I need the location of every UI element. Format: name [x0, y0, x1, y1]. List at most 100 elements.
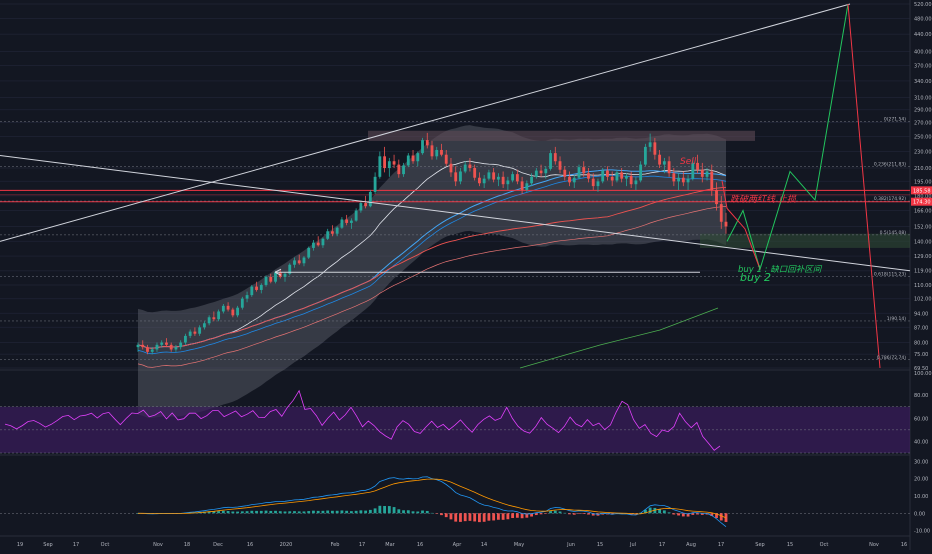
time-axis[interactable]: 19 Sep 17 Oct Nov 18 Dec 16 2020 Feb 17 Mar 16 Apr 14 M… [17, 542, 907, 548]
candle-body [520, 181, 524, 190]
candle-body [492, 172, 496, 180]
fib-label: 0(271.54) [884, 117, 906, 123]
macd-histogram-bar [316, 510, 320, 514]
macd-histogram-bar [544, 513, 548, 514]
candlestick-series [136, 132, 728, 355]
candle-body [534, 170, 538, 177]
macd-histogram-bar [269, 510, 273, 514]
macd-histogram-bar [302, 511, 306, 514]
fib-label: 0.382(174.92) [874, 196, 906, 202]
time-tick-label: 14 [481, 542, 487, 548]
fib-label: 0.236(211.83) [874, 161, 906, 167]
price-tick-label: 195.00 [914, 179, 932, 185]
candle-body [639, 164, 643, 181]
price-tick-label: 110.00 [914, 283, 932, 289]
candle-body [335, 227, 339, 234]
candle-body [577, 167, 581, 178]
chart-annotation: buy 2 [740, 271, 771, 284]
candle-body [715, 189, 718, 205]
macd-pane: 30.00 20.00 10.00 0.00 -10.00 [0, 459, 930, 535]
macd-histogram-bar [217, 511, 221, 514]
rsi-pane: 100.00 80.00 60.00 40.00 [0, 371, 932, 454]
ma-line [137, 186, 727, 349]
candle-body [558, 161, 562, 170]
candle-body [696, 162, 699, 170]
price-tick-label: 290.00 [914, 108, 932, 114]
candle-body [198, 327, 202, 334]
candle-body [373, 176, 377, 192]
candle-body [226, 305, 230, 310]
macd-histogram-bar [506, 513, 510, 520]
macd-histogram-bar [240, 511, 244, 514]
macd-histogram-bar [326, 510, 330, 514]
gap-zone [700, 233, 910, 248]
macd-histogram-bar [681, 513, 685, 517]
ma-200-line [519, 307, 719, 369]
candle-body [625, 175, 628, 179]
candle-body [250, 286, 254, 296]
price-tick-label: 270.00 [914, 121, 932, 127]
candle-body [549, 153, 552, 169]
candle-body [169, 344, 173, 350]
macd-histogram-bar [250, 510, 254, 514]
candle-body [601, 170, 605, 182]
time-tick-label: Mar [385, 542, 395, 548]
candle-body [606, 170, 609, 177]
candle-body [686, 178, 690, 183]
candle-body [425, 140, 429, 146]
candle-body [677, 177, 680, 182]
time-tick-label: Nov [869, 542, 879, 548]
macd-histogram-bar [364, 510, 368, 514]
candle-body [468, 164, 472, 168]
candle-body [643, 146, 647, 165]
macd-histogram-bar [515, 513, 519, 518]
macd-histogram-bar [520, 513, 524, 519]
price-tag [911, 186, 932, 195]
fib-label: 0.618(115.23) [874, 272, 906, 278]
macd-tick-label: 10.00 [914, 494, 928, 500]
rsi-line [4, 389, 721, 451]
candle-body [302, 257, 306, 264]
macd-histogram-bar [321, 510, 325, 514]
drop-projection [721, 180, 761, 270]
macd-histogram-bar [648, 507, 652, 514]
candle-body [212, 317, 216, 320]
macd-histogram-bar [416, 511, 420, 514]
chart-annotation: 跌破两红线 止损 [730, 194, 797, 205]
ma-line [137, 206, 727, 368]
macd-histogram-bar [278, 511, 282, 514]
candle-body [568, 176, 571, 183]
time-tick-label: Oct [101, 542, 110, 548]
macd-histogram-bar [459, 513, 462, 522]
macd-histogram-bar [468, 513, 472, 521]
candle-body [563, 169, 567, 177]
macd-histogram-bar [662, 510, 666, 514]
macd-histogram-bar [264, 510, 268, 514]
candle-body [411, 155, 415, 162]
candle-body [553, 153, 557, 162]
rsi-tick-label: 40.00 [914, 439, 928, 445]
time-tick-label: Jul [629, 542, 636, 548]
candle-body [634, 180, 638, 185]
candle-body [378, 156, 382, 177]
time-tick-label: 16 [417, 542, 423, 548]
time-tick-label: 2020 [280, 542, 293, 548]
moving-average-cloud [138, 125, 726, 418]
candle-body [591, 178, 595, 187]
macd-histogram-bar [226, 510, 230, 514]
macd-histogram-bar [425, 510, 429, 514]
price-axis[interactable]: 520.00 480.00 440.00 400.00 370.00 340.00 310.… [911, 2, 932, 372]
candle-body [416, 153, 420, 162]
macd-histogram-bar [549, 511, 552, 514]
price-tick-label: 230.00 [914, 150, 932, 156]
macd-histogram-bar [501, 513, 505, 520]
macd-histogram-bar [478, 513, 481, 523]
macd-histogram-bar [293, 511, 296, 514]
candle-body [359, 203, 363, 211]
candle-body [421, 140, 424, 154]
macd-histogram-bar [643, 509, 647, 514]
candle-body [402, 165, 405, 175]
